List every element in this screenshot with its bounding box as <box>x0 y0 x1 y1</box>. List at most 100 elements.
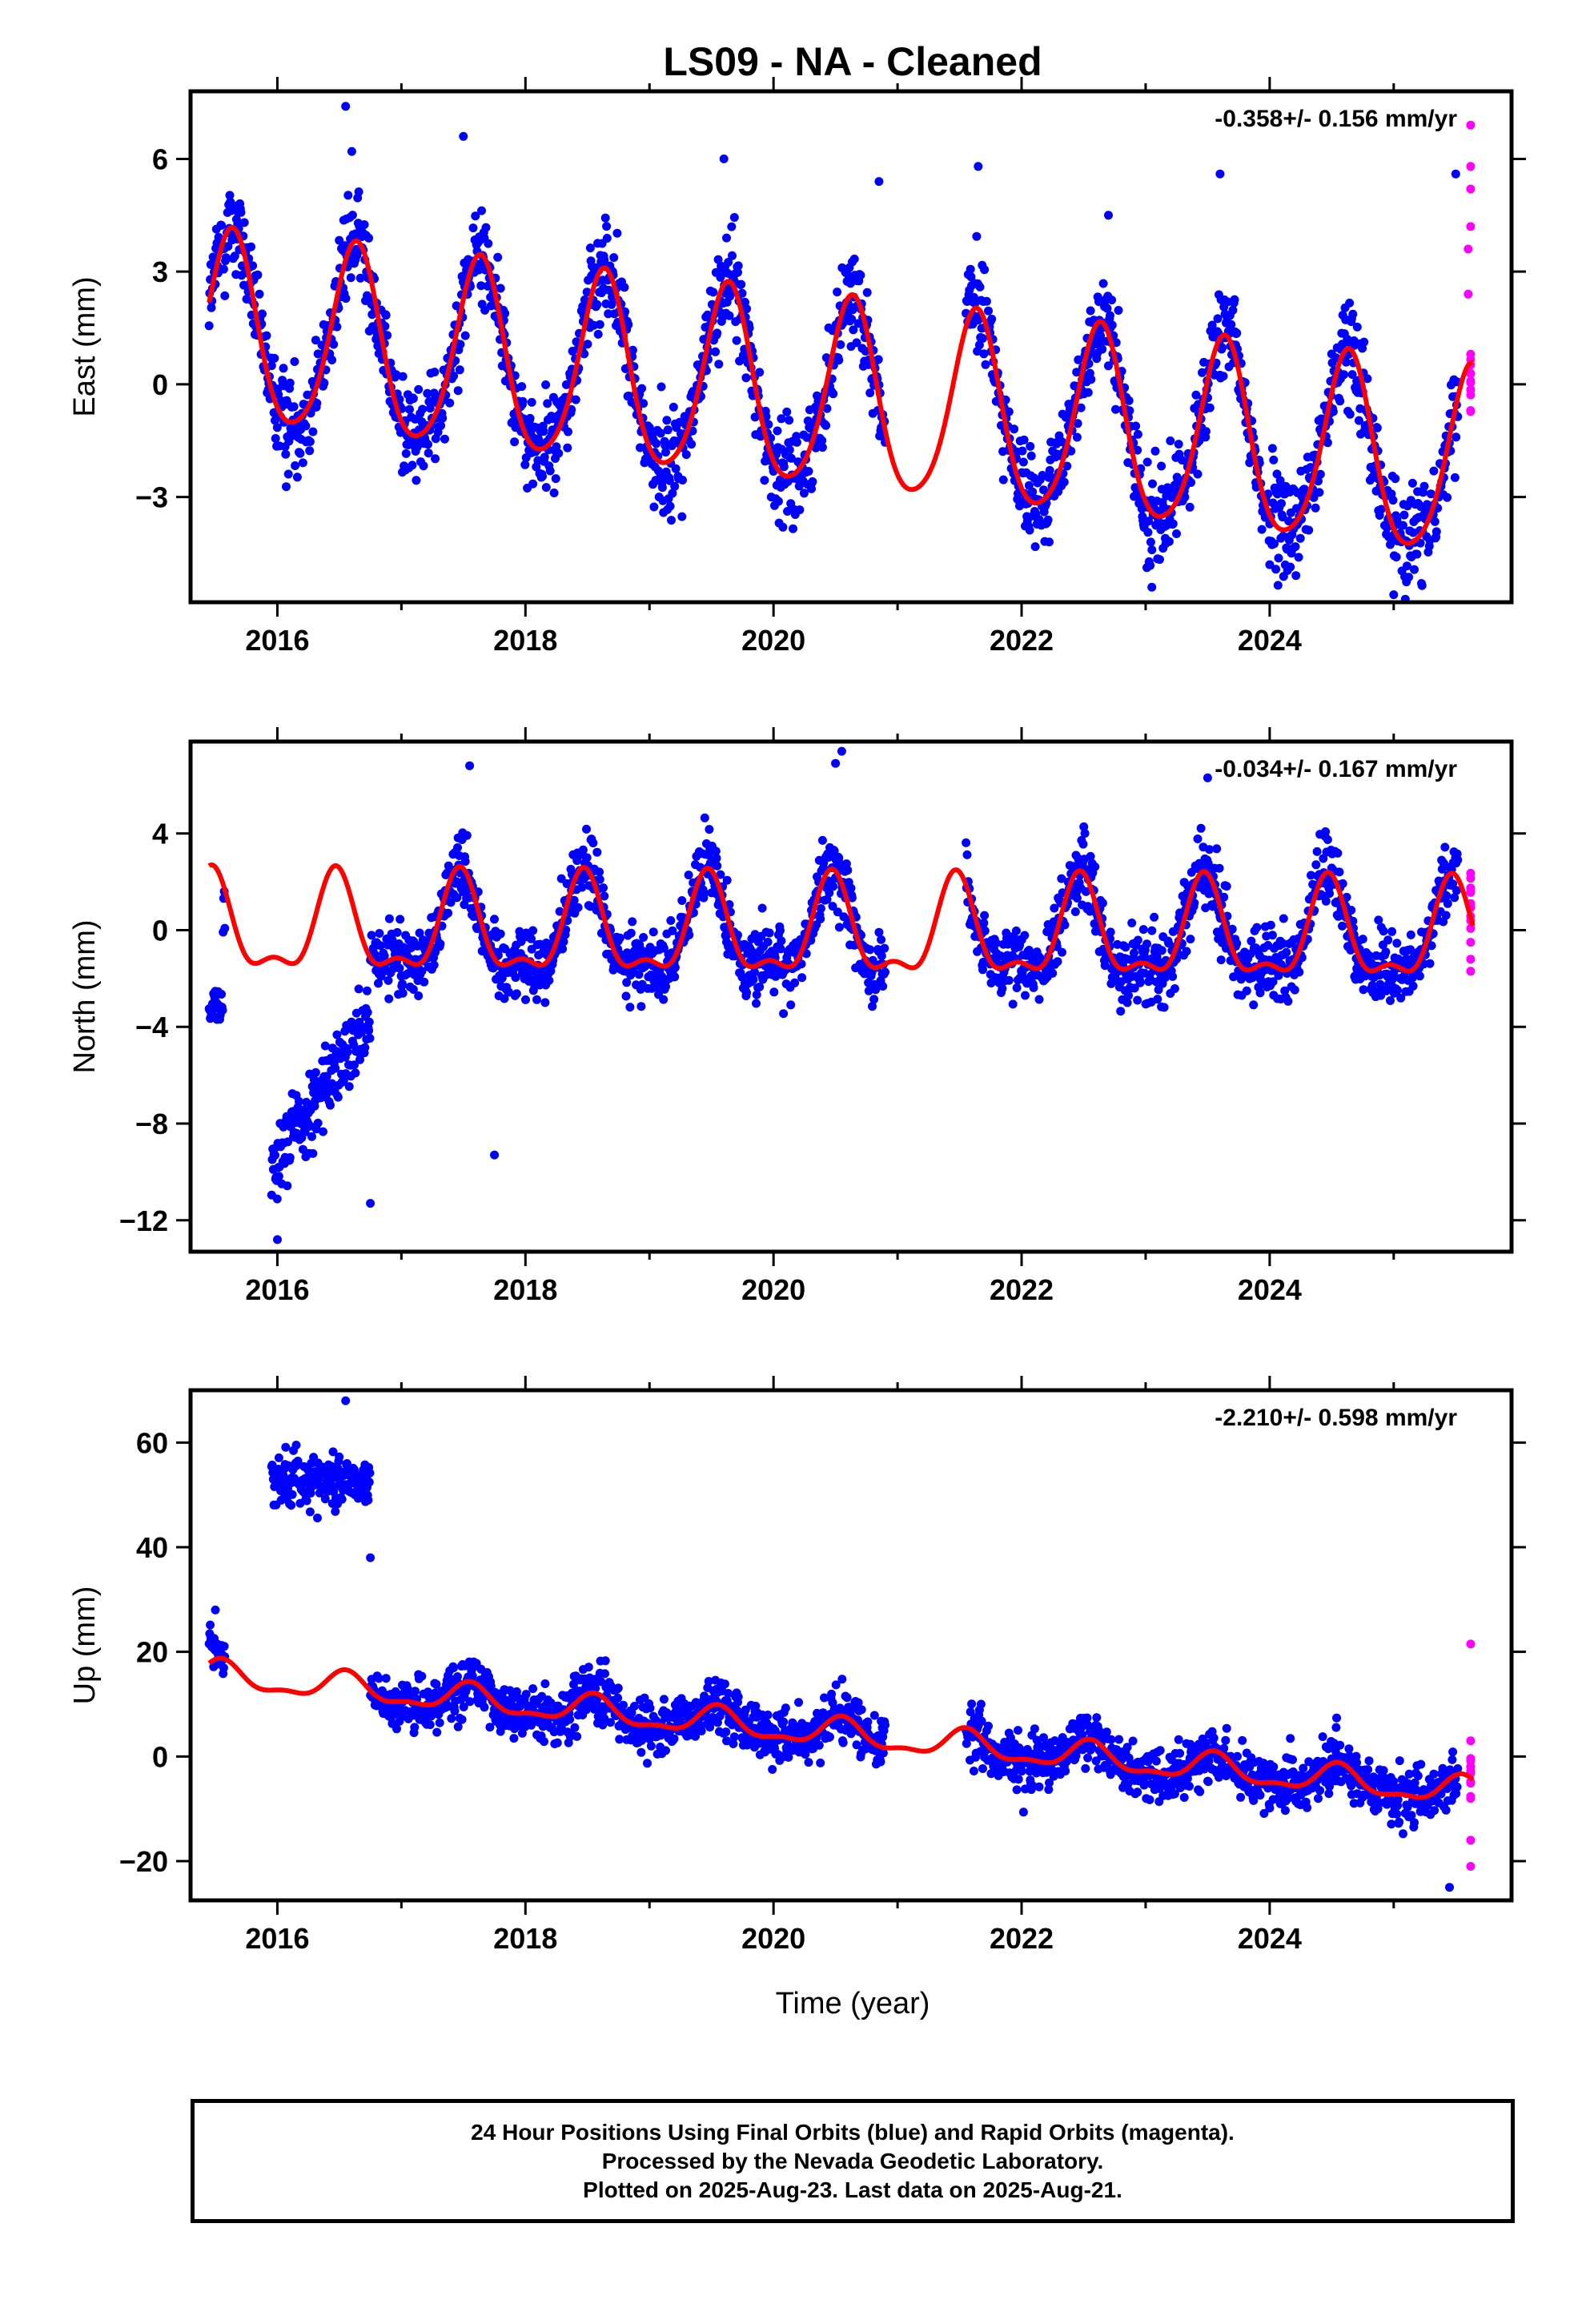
final-orbit-point <box>1028 487 1038 497</box>
final-orbit-point <box>974 340 984 350</box>
final-orbit-point <box>298 458 307 468</box>
final-orbit-point <box>700 813 709 822</box>
final-orbit-point <box>1346 945 1355 955</box>
final-orbit-point <box>307 1132 316 1141</box>
final-orbit-point <box>742 988 752 998</box>
final-orbit-point <box>328 1447 338 1457</box>
y-tick-label: 0 <box>152 368 168 401</box>
final-orbit-point <box>1230 295 1239 304</box>
final-orbit-point <box>980 911 990 920</box>
final-orbit-point <box>862 287 872 297</box>
final-orbit-point <box>425 1720 435 1730</box>
final-orbit-point <box>782 407 792 416</box>
final-orbit-point <box>1012 983 1022 992</box>
final-orbit-point <box>1186 935 1195 944</box>
final-orbit-point <box>305 1507 315 1517</box>
final-orbit-point <box>592 300 602 309</box>
final-orbit-point <box>1372 423 1382 432</box>
final-orbit-point <box>578 302 588 312</box>
final-orbit-point <box>606 1718 615 1727</box>
final-orbit-point <box>471 211 480 221</box>
final-orbit-point <box>381 1674 391 1683</box>
final-orbit-point <box>398 372 408 381</box>
final-orbit-point <box>398 988 408 998</box>
final-orbit-point <box>661 448 670 457</box>
final-orbit-point <box>1053 957 1062 967</box>
final-orbit-point <box>981 360 990 369</box>
final-orbit-point <box>843 866 853 875</box>
final-orbit-point <box>817 436 827 445</box>
final-orbit-point <box>1157 461 1166 471</box>
final-orbit-point <box>545 466 555 476</box>
final-orbit-point <box>1135 978 1145 987</box>
final-orbit-point <box>497 973 507 983</box>
final-orbit-point <box>1133 995 1142 1005</box>
final-orbit-point <box>1034 995 1044 1004</box>
final-orbit-point <box>980 926 990 935</box>
final-orbit-point <box>1263 489 1273 499</box>
final-orbit-point <box>395 963 404 973</box>
final-orbit-point <box>1026 451 1036 460</box>
final-orbit-point <box>1057 874 1066 883</box>
final-orbit-point <box>352 251 362 260</box>
final-orbit-point <box>1441 911 1451 920</box>
final-orbit-point <box>556 874 566 883</box>
final-orbit-point <box>350 1060 359 1070</box>
final-orbit-point <box>1198 368 1207 377</box>
final-orbit-point <box>593 329 603 339</box>
final-orbit-point <box>602 234 612 243</box>
final-orbit-point <box>1148 479 1157 489</box>
final-orbit-point <box>874 927 884 937</box>
final-orbit-point <box>1153 995 1162 1004</box>
final-orbit-point <box>341 102 351 111</box>
final-orbit-point <box>525 413 535 423</box>
final-orbit-point <box>220 291 230 300</box>
final-orbit-point <box>1387 927 1397 936</box>
final-orbit-point <box>446 898 456 907</box>
final-orbit-point <box>1453 855 1463 865</box>
final-orbit-point <box>677 512 687 521</box>
final-orbit-point <box>364 1478 374 1487</box>
final-orbit-point <box>869 995 879 1004</box>
x-tick-label: 2018 <box>493 1273 557 1306</box>
final-orbit-point <box>414 384 424 394</box>
final-orbit-point <box>1267 444 1277 453</box>
final-orbit-point <box>219 1663 228 1673</box>
final-orbit-point <box>438 413 448 423</box>
final-orbit-point <box>816 915 825 923</box>
final-orbit-point <box>225 191 235 200</box>
final-orbit-point <box>262 331 271 340</box>
final-orbit-point <box>982 296 991 306</box>
final-orbit-point <box>477 206 486 215</box>
final-orbit-point <box>220 923 230 933</box>
final-orbit-point <box>344 1082 354 1092</box>
final-orbit-point <box>991 939 1001 948</box>
final-orbit-point <box>255 289 264 299</box>
final-orbit-point <box>453 1722 463 1731</box>
final-orbit-point <box>714 360 724 369</box>
final-orbit-point <box>684 870 693 880</box>
final-orbit-point <box>573 903 583 912</box>
final-orbit-point <box>360 1043 370 1052</box>
final-orbit-point <box>354 187 363 196</box>
final-orbit-point <box>763 937 773 947</box>
final-orbit-point <box>572 856 582 866</box>
final-orbit-point <box>430 368 440 377</box>
final-orbit-point <box>1222 882 1231 891</box>
final-orbit-point <box>1045 465 1054 475</box>
final-orbit-point <box>987 314 997 324</box>
final-orbit-point <box>219 264 228 274</box>
final-orbit-point <box>700 888 709 898</box>
final-orbit-point <box>789 524 797 533</box>
final-orbit-point <box>1121 943 1130 952</box>
final-orbit-point <box>512 989 521 999</box>
final-orbit-point <box>347 211 357 220</box>
final-orbit-point <box>1271 565 1281 574</box>
final-orbit-point <box>555 907 564 916</box>
final-orbit-point <box>1138 925 1148 935</box>
final-orbit-point <box>1363 374 1372 384</box>
final-orbit-point <box>1268 977 1278 987</box>
final-orbit-point <box>732 336 741 345</box>
final-orbit-point <box>974 162 983 171</box>
